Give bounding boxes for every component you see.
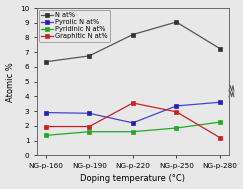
Pyrolic N at%: [175, 105, 178, 107]
Graphitic N at%: [88, 125, 91, 128]
Pyridinic N at%: [88, 131, 91, 133]
Pyrolic N at%: [44, 112, 47, 114]
Pyrolic N at%: [131, 122, 134, 124]
Line: Pyrolic N at%: Pyrolic N at%: [43, 100, 222, 125]
N at%: [88, 55, 91, 57]
N at%: [175, 21, 178, 23]
Graphitic N at%: [175, 111, 178, 113]
N at%: [218, 47, 221, 50]
X-axis label: Doping temperature (°C): Doping temperature (°C): [80, 174, 185, 184]
Pyridinic N at%: [131, 131, 134, 133]
N at%: [44, 61, 47, 63]
Pyridinic N at%: [218, 121, 221, 123]
Pyrolic N at%: [218, 101, 221, 103]
Line: N at%: N at%: [43, 20, 222, 64]
Graphitic N at%: [44, 125, 47, 128]
Pyridinic N at%: [44, 134, 47, 136]
Pyrolic N at%: [88, 112, 91, 114]
Line: Graphitic N at%: Graphitic N at%: [43, 101, 222, 140]
Graphitic N at%: [218, 136, 221, 139]
N at%: [131, 33, 134, 36]
Legend: N at%, Pyrolic N at%, Pyridinic N at%, Graphitic N at%: N at%, Pyrolic N at%, Pyridinic N at%, G…: [39, 10, 110, 42]
Pyridinic N at%: [175, 127, 178, 129]
Line: Pyridinic N at%: Pyridinic N at%: [43, 120, 222, 138]
Y-axis label: Atomic %: Atomic %: [6, 62, 15, 101]
Graphitic N at%: [131, 102, 134, 104]
